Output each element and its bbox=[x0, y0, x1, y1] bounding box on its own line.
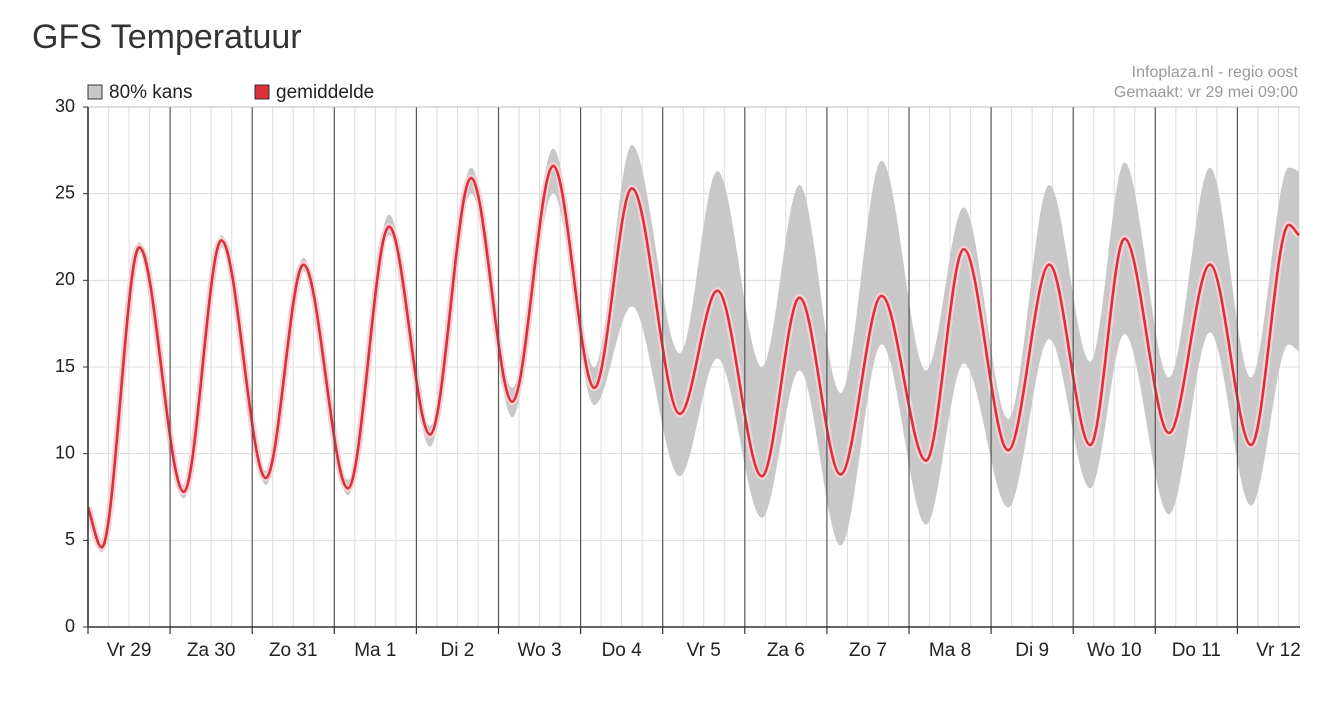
y-tick-label: 10 bbox=[55, 442, 75, 462]
x-tick-label: Za 30 bbox=[187, 640, 236, 661]
x-tick-label: Za 6 bbox=[767, 640, 805, 661]
x-tick-label: Ma 1 bbox=[354, 640, 396, 661]
legend-swatch bbox=[254, 84, 270, 100]
y-tick-label: 15 bbox=[55, 356, 75, 376]
y-tick-label: 25 bbox=[55, 182, 75, 202]
x-tick-label: Zo 7 bbox=[849, 640, 887, 661]
y-tick-label: 30 bbox=[55, 96, 75, 116]
x-tick-label: Ma 8 bbox=[929, 640, 971, 661]
x-tick-label: Di 9 bbox=[1015, 640, 1049, 661]
x-tick-label: Do 11 bbox=[1172, 640, 1221, 661]
y-tick-label: 5 bbox=[65, 529, 75, 549]
y-tick-label: 20 bbox=[55, 269, 75, 289]
legend-label: 80% kans bbox=[109, 82, 192, 103]
made-note: Gemaakt: vr 29 mei 09:00 bbox=[1114, 84, 1298, 101]
x-tick-label: Zo 31 bbox=[269, 640, 318, 661]
x-tick-label: Vr 29 bbox=[107, 640, 152, 661]
x-tick-label: Do 4 bbox=[602, 640, 643, 661]
x-tick-label: Wo 3 bbox=[518, 640, 562, 661]
legend-label: gemiddelde bbox=[276, 82, 374, 103]
x-tick-label: Di 2 bbox=[441, 640, 475, 661]
x-tick-label: Vr 5 bbox=[687, 640, 721, 661]
chart-title: GFS Temperatuur bbox=[32, 18, 302, 56]
x-tick-label: Wo 10 bbox=[1087, 640, 1142, 661]
x-tick-label: Vr 12 bbox=[1256, 640, 1301, 661]
source-note: Infoplaza.nl - regio oost bbox=[1132, 64, 1299, 81]
y-tick-label: 0 bbox=[65, 616, 75, 636]
legend-swatch bbox=[87, 84, 103, 100]
confidence-band bbox=[88, 145, 1299, 553]
mean-line bbox=[88, 164, 1300, 549]
